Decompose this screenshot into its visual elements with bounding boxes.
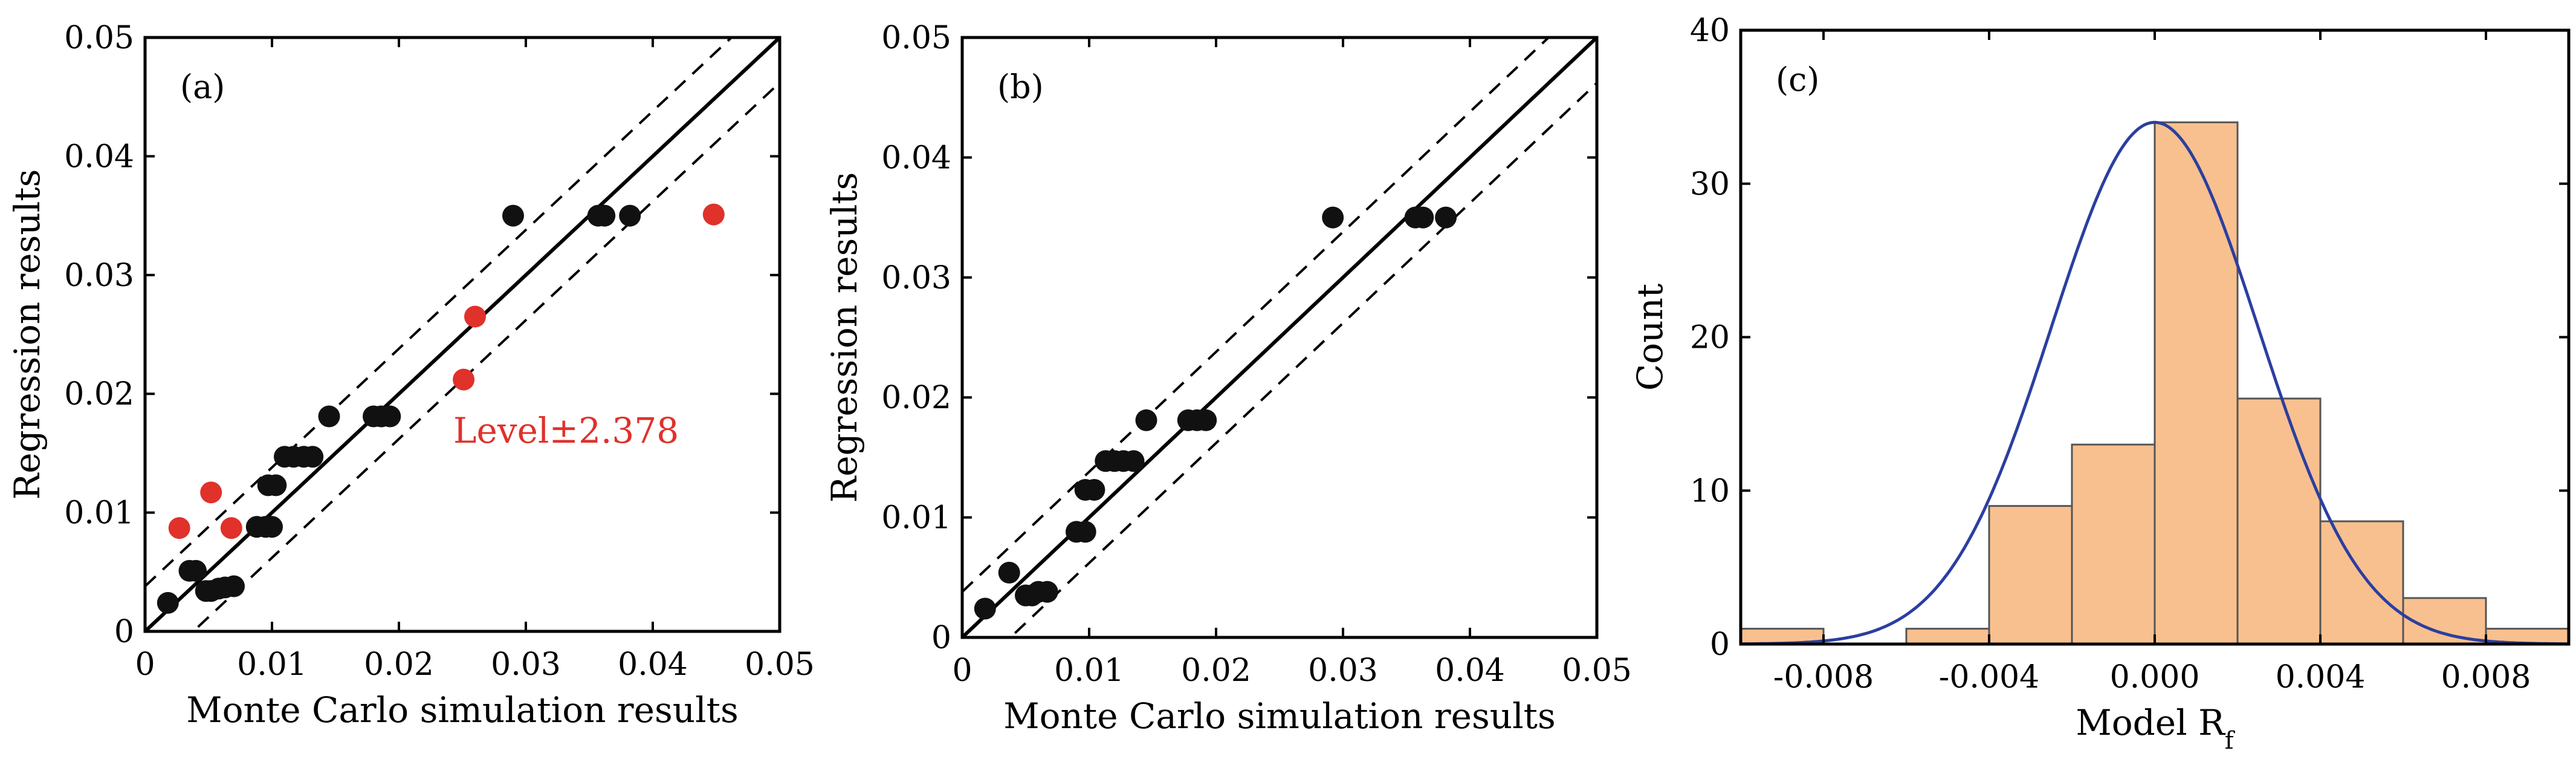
- y-tick-label: 0.01: [881, 500, 951, 536]
- x-tick-label: 0.004: [2276, 659, 2366, 695]
- histogram-bar: [2071, 443, 2156, 644]
- y-axis-title: Regression results: [7, 169, 48, 500]
- y-tick-label: 0.03: [64, 258, 134, 294]
- data-point: [318, 405, 340, 428]
- histogram-bar: [2236, 397, 2322, 644]
- x-tick-label: 0.02: [1181, 653, 1251, 689]
- panel-label: (b): [997, 68, 1044, 106]
- data-point: [1435, 206, 1457, 229]
- x-tick-label: 0.000: [2110, 659, 2200, 695]
- data-point: [1412, 206, 1434, 229]
- data-point: [1083, 478, 1105, 501]
- x-tick-label: 0.05: [745, 646, 815, 683]
- x-tick-label: 0.04: [1435, 653, 1505, 689]
- y-tick-label: 0: [114, 614, 134, 650]
- outlier-point: [464, 305, 486, 328]
- outlier-point: [200, 481, 222, 504]
- y-axis-title: Regression results: [824, 172, 865, 503]
- data-point: [379, 405, 401, 428]
- y-axis-title: Count: [1629, 284, 1671, 391]
- chart-panel-1: 0 0.01 0.02 0.03 0.04 0.05 0 0.01 0.02 0.03 0.04 0.…: [7, 20, 815, 731]
- upper-bound-line: [962, 37, 1551, 593]
- data-point: [1322, 206, 1344, 229]
- x-tick-label: 0.04: [618, 646, 688, 683]
- y-tick-label: 10: [1690, 473, 1730, 509]
- panel-label: (a): [180, 68, 225, 106]
- data-point: [157, 591, 179, 614]
- data-point: [1135, 409, 1157, 431]
- outlier-point: [168, 517, 190, 539]
- y-tick-label: 0.05: [881, 20, 951, 56]
- identity-line: [145, 37, 780, 631]
- y-tick-label: 0.02: [64, 376, 134, 412]
- data-point: [223, 575, 245, 598]
- outlier-point: [220, 517, 242, 539]
- histogram-bar: [2402, 597, 2487, 644]
- x-tick-label: 0.008: [2441, 659, 2531, 695]
- x-tick-label: 0.02: [364, 646, 434, 683]
- chart-panel-2: 0 0.01 0.02 0.03 0.04 0.05 0 0.01 0.02 0.03 0.04 0.…: [824, 20, 1632, 737]
- x-axis-title: Monte Carlo simulation results: [1003, 695, 1555, 737]
- plot-frame: [960, 36, 1599, 639]
- plot-area: [145, 37, 780, 631]
- upper-bound-line: [145, 37, 734, 587]
- y-tick-label: 0.03: [881, 260, 951, 296]
- y-tick-label: 20: [1690, 320, 1730, 356]
- data-point: [502, 204, 524, 227]
- identity-line: [962, 37, 1597, 637]
- data-point: [1074, 521, 1096, 543]
- normal-fit-curve: [1741, 120, 2569, 644]
- x-tick-label: 0: [135, 646, 155, 683]
- data-point: [1122, 450, 1145, 472]
- data-point: [1195, 409, 1217, 431]
- outlier-point: [702, 203, 725, 226]
- plot-area: [1741, 120, 2569, 644]
- x-axis-title: Monte Carlo simulation results: [186, 689, 738, 731]
- panel-label: (c): [1776, 60, 1819, 99]
- y-tick-label: 0.05: [64, 20, 134, 56]
- lower-bound-line: [1008, 82, 1597, 637]
- x-axis-title-subscript: f: [2225, 727, 2236, 755]
- data-point: [974, 598, 996, 620]
- chart-panel-3: -0.008 -0.004 0.000 0.004 0.008 0 10 20 30 40 Mode…: [1629, 13, 2571, 755]
- x-axis-title: Model Rf: [2076, 702, 2235, 755]
- data-point: [261, 516, 283, 538]
- data-point: [998, 561, 1020, 584]
- histogram-bar: [1905, 628, 1990, 644]
- y-tick-label: 0: [1710, 627, 1730, 663]
- y-tick-label: 40: [1690, 13, 1730, 49]
- data-point: [302, 446, 324, 468]
- x-tick-label: 0.01: [237, 646, 307, 683]
- data-point: [619, 204, 641, 227]
- x-tick-label: 0.03: [1308, 653, 1378, 689]
- y-tick-label: 0: [931, 620, 951, 656]
- histogram-bar: [1988, 505, 2073, 644]
- x-tick-label: -0.008: [1773, 659, 1874, 695]
- plot-area: [962, 37, 1597, 637]
- y-tick-label: 30: [1690, 166, 1730, 203]
- y-tick-label: 0.01: [64, 495, 134, 532]
- x-tick-label: 0.05: [1562, 653, 1632, 689]
- histogram-bar: [2319, 520, 2404, 644]
- data-point: [594, 204, 616, 227]
- y-tick-label: 0.04: [881, 140, 951, 176]
- data-point: [185, 559, 207, 582]
- y-tick-label: 0.02: [881, 380, 951, 416]
- plot-frame: [143, 36, 782, 633]
- x-tick-label: 0.03: [491, 646, 561, 683]
- data-point: [265, 474, 287, 497]
- y-tick-label: 0.04: [64, 138, 134, 175]
- histogram-bar: [2154, 121, 2239, 644]
- level-annotation: Level±2.378: [453, 410, 679, 451]
- x-tick-label: 0: [952, 653, 972, 689]
- x-tick-label: -0.004: [1939, 659, 2039, 695]
- data-point: [1036, 581, 1058, 603]
- outlier-point: [453, 368, 475, 391]
- x-tick-label: 0.01: [1054, 653, 1124, 689]
